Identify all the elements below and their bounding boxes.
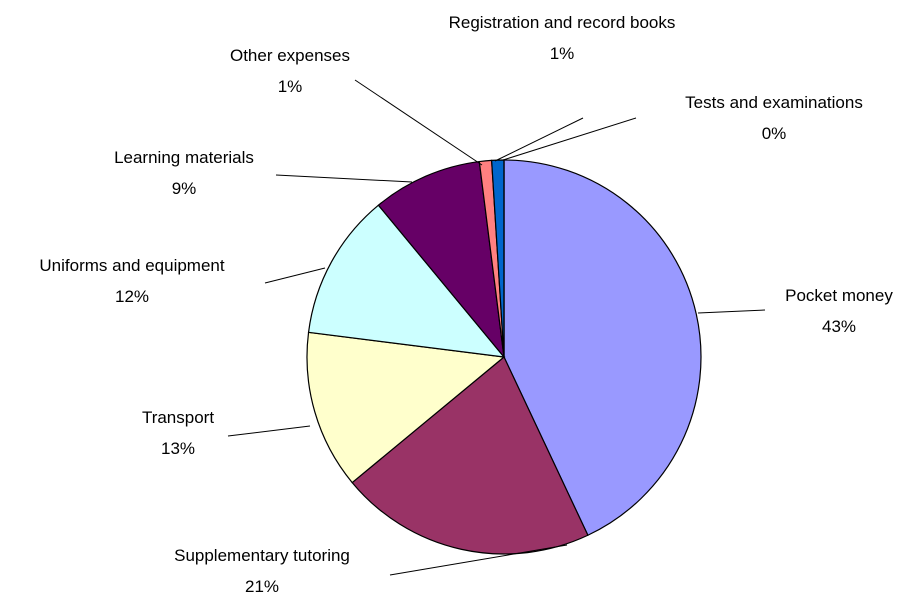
leader-line — [494, 117, 584, 162]
category-label: Other expenses — [229, 46, 350, 65]
leader-line — [275, 174, 413, 183]
category-label: Registration and record books — [448, 13, 676, 32]
leader-line — [264, 267, 326, 284]
leader-line — [354, 79, 483, 166]
data-label: Supplementary tutoring 21% — [132, 540, 392, 602]
leader-line — [697, 309, 766, 314]
percent-label: 21% — [244, 577, 280, 596]
percent-label: 43% — [821, 317, 857, 336]
percent-label: 9% — [171, 179, 197, 198]
percent-label: 12% — [114, 287, 150, 306]
leader-line — [502, 117, 637, 161]
percent-label: 13% — [160, 439, 196, 458]
percent-label: 0% — [761, 124, 787, 143]
category-label: Supplementary tutoring — [174, 546, 350, 565]
data-label: Uniforms and equipment 12% — [2, 250, 262, 312]
category-label: Tests and examinations — [685, 93, 863, 112]
category-label: Transport — [141, 408, 215, 427]
category-label: Uniforms and equipment — [39, 256, 225, 275]
pie-slice — [306, 331, 506, 484]
pie-slice — [351, 356, 589, 555]
data-label: Learning materials 9% — [74, 142, 294, 204]
category-label: Learning materials — [114, 148, 254, 167]
leader-line — [227, 425, 311, 437]
data-label: Other expenses 1% — [190, 40, 390, 102]
category-label: Pocket money — [785, 286, 893, 305]
pie-slice — [377, 160, 505, 359]
data-label: Transport 13% — [103, 402, 253, 464]
data-label: Tests and examinations 0% — [644, 87, 904, 149]
pie-slice — [503, 159, 702, 537]
percent-label: 1% — [277, 77, 303, 96]
percent-label: 1% — [549, 44, 575, 63]
data-label: Pocket money 43% — [739, 280, 912, 342]
pie-slice — [307, 204, 506, 358]
leader-line — [389, 544, 568, 576]
data-label: Registration and record books 1% — [447, 7, 677, 69]
